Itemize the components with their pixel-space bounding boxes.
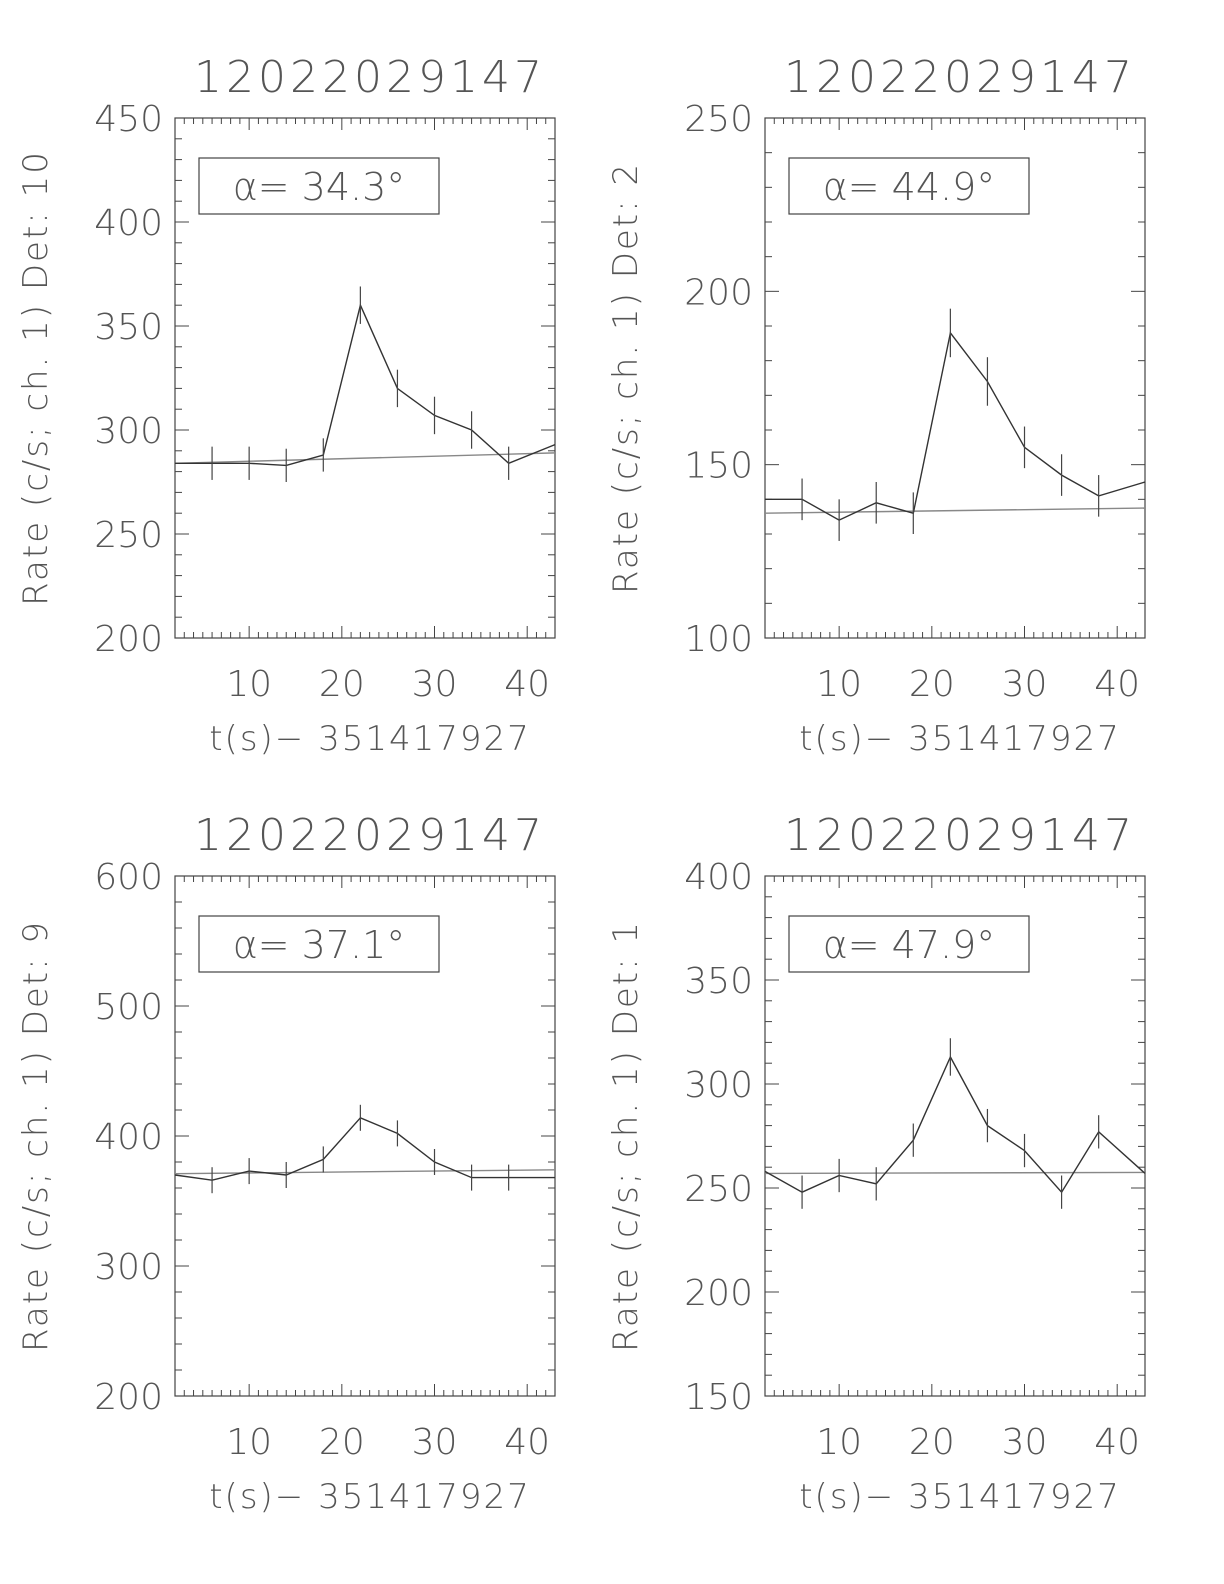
y-tick-label: 300: [94, 1247, 163, 1288]
x-axis-label: t(s)− 351417927: [209, 719, 531, 759]
chart-panel-4: 12022029147 10 20 30 40 150 200 250 300 350 400 t(s…: [606, 810, 1146, 1517]
x-tick-label: 10: [226, 1422, 272, 1463]
x-tick-label: 30: [412, 1422, 458, 1463]
y-tick-label: 600: [94, 857, 163, 898]
y-tick-label: 300: [94, 411, 163, 452]
x-tick-label: 40: [504, 1422, 550, 1463]
y-tick-label: 500: [94, 987, 163, 1028]
y-tick-label: 250: [94, 515, 163, 556]
alpha-annotation-text: α= 47.9°: [823, 923, 996, 967]
alpha-annotation-text: α= 37.1°: [233, 923, 406, 967]
alpha-annotation-box: [788, 157, 1030, 215]
y-axis-label: Rate (c/s; ch. 1) Det: 2: [606, 162, 646, 594]
y-tick-label: 150: [684, 1377, 753, 1418]
background-fit-line: [174, 452, 556, 464]
panel-title: 12022029147: [194, 810, 546, 861]
alpha-annotation-text: α= 44.9°: [823, 165, 996, 209]
y-tick-label: 400: [94, 1117, 163, 1158]
y-tick-label: 100: [684, 619, 753, 660]
x-tick-label: 40: [1094, 1422, 1140, 1463]
x-tick-label: 20: [319, 664, 365, 705]
x-tick-label: 10: [226, 664, 272, 705]
x-tick-label: 40: [504, 664, 550, 705]
chart-panel-1: 12022029147 10 20 30 40 200 250 300 350 400 450 t(s…: [16, 52, 556, 759]
x-tick-label: 20: [909, 1422, 955, 1463]
y-tick-label: 400: [94, 203, 163, 244]
x-tick-label: 30: [1002, 664, 1048, 705]
y-tick-label: 450: [94, 99, 163, 140]
chart-panel-2: 12022029147 10 20 30 40 100 150 200 250 t(s)− 351…: [606, 52, 1146, 759]
background-fit-line: [764, 1171, 1146, 1175]
panel-title: 12022029147: [784, 810, 1136, 861]
x-tick-label: 30: [412, 664, 458, 705]
x-tick-label: 40: [1094, 664, 1140, 705]
y-tick-label: 350: [684, 961, 753, 1002]
x-axis-label: t(s)− 351417927: [799, 719, 1121, 759]
plot-frame: [764, 875, 1146, 1397]
y-tick-label: 250: [684, 1169, 753, 1210]
x-axis-label: t(s)− 351417927: [799, 1477, 1121, 1517]
y-tick-label: 350: [94, 307, 163, 348]
chart-panel-3: 12022029147 10 20 30 40 200 300 400 500 600 t(s)− …: [16, 810, 556, 1517]
y-tick-label: 300: [684, 1065, 753, 1106]
x-tick-label: 10: [816, 1422, 862, 1463]
panel-title: 12022029147: [194, 52, 546, 103]
y-tick-label: 200: [684, 1273, 753, 1314]
x-tick-label: 30: [1002, 1422, 1048, 1463]
y-axis-label: Rate (c/s; ch. 1) Det: 10: [16, 150, 56, 606]
plot-frame: [764, 117, 1146, 639]
y-tick-label: 200: [94, 1377, 163, 1418]
plot-frame: [174, 117, 556, 639]
alpha-annotation-text: α= 34.3°: [233, 165, 406, 209]
alpha-annotation-box: [198, 157, 440, 215]
x-axis-label: t(s)− 351417927: [209, 1477, 531, 1517]
alpha-annotation-box: [788, 915, 1030, 973]
x-tick-label: 20: [319, 1422, 365, 1463]
alpha-annotation-box: [198, 915, 440, 973]
x-tick-label: 20: [909, 664, 955, 705]
y-axis-label: Rate (c/s; ch. 1) Det: 1: [606, 920, 646, 1352]
panels-container: 12022029147 10 20 30 40 200 250 300 350 400 450 t(s…: [16, 52, 1146, 1517]
y-axis-label: Rate (c/s; ch. 1) Det: 9: [16, 920, 56, 1352]
y-tick-label: 250: [684, 99, 753, 140]
background-fit-line: [764, 507, 1146, 514]
x-tick-label: 10: [816, 664, 862, 705]
y-tick-label: 200: [94, 619, 163, 660]
y-tick-label: 200: [684, 272, 753, 313]
y-tick-label: 150: [684, 446, 753, 487]
panel-title: 12022029147: [784, 52, 1136, 103]
y-tick-label: 400: [684, 857, 753, 898]
